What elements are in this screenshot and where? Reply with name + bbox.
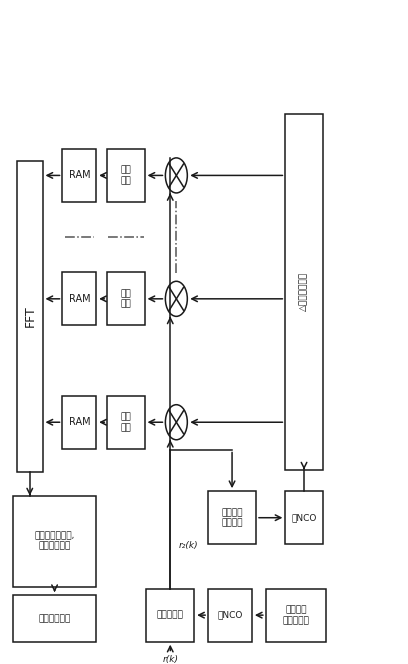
Text: 伪码相位输出: 伪码相位输出 <box>38 614 71 623</box>
Text: FFT: FFT <box>23 305 36 327</box>
Text: 积分
清除: 积分 清除 <box>120 166 131 185</box>
FancyBboxPatch shape <box>62 272 96 325</box>
FancyBboxPatch shape <box>146 588 194 642</box>
FancyBboxPatch shape <box>62 149 96 202</box>
Text: 载NCO: 载NCO <box>217 611 243 620</box>
FancyBboxPatch shape <box>13 595 96 642</box>
Text: RAM: RAM <box>69 417 90 427</box>
Text: RAM: RAM <box>69 171 90 181</box>
Text: 积分
清除: 积分 清除 <box>120 412 131 432</box>
Text: 闭环跟踪
伪码相位: 闭环跟踪 伪码相位 <box>221 508 243 527</box>
Text: 搜索幅度最大値,
提取伪码相位: 搜索幅度最大値, 提取伪码相位 <box>34 531 75 551</box>
FancyBboxPatch shape <box>285 491 323 544</box>
FancyBboxPatch shape <box>208 491 256 544</box>
FancyBboxPatch shape <box>17 161 42 471</box>
Text: r₂(k): r₂(k) <box>178 540 198 550</box>
FancyBboxPatch shape <box>62 396 96 449</box>
Text: RAM: RAM <box>69 294 90 304</box>
FancyBboxPatch shape <box>13 495 96 586</box>
Text: 积分
清除: 积分 清除 <box>120 289 131 309</box>
FancyBboxPatch shape <box>107 396 144 449</box>
Text: r(k): r(k) <box>162 655 178 664</box>
Text: △码片相位延时: △码片相位延时 <box>299 272 308 311</box>
FancyBboxPatch shape <box>107 272 144 325</box>
Text: 闭环跟踪
多普勒频率: 闭环跟踪 多普勒频率 <box>282 606 309 625</box>
Text: 复数下变频: 复数下变频 <box>157 611 184 620</box>
FancyBboxPatch shape <box>107 149 144 202</box>
FancyBboxPatch shape <box>285 114 323 469</box>
FancyBboxPatch shape <box>266 588 326 642</box>
FancyBboxPatch shape <box>208 588 252 642</box>
Text: 码NCO: 码NCO <box>291 513 317 522</box>
